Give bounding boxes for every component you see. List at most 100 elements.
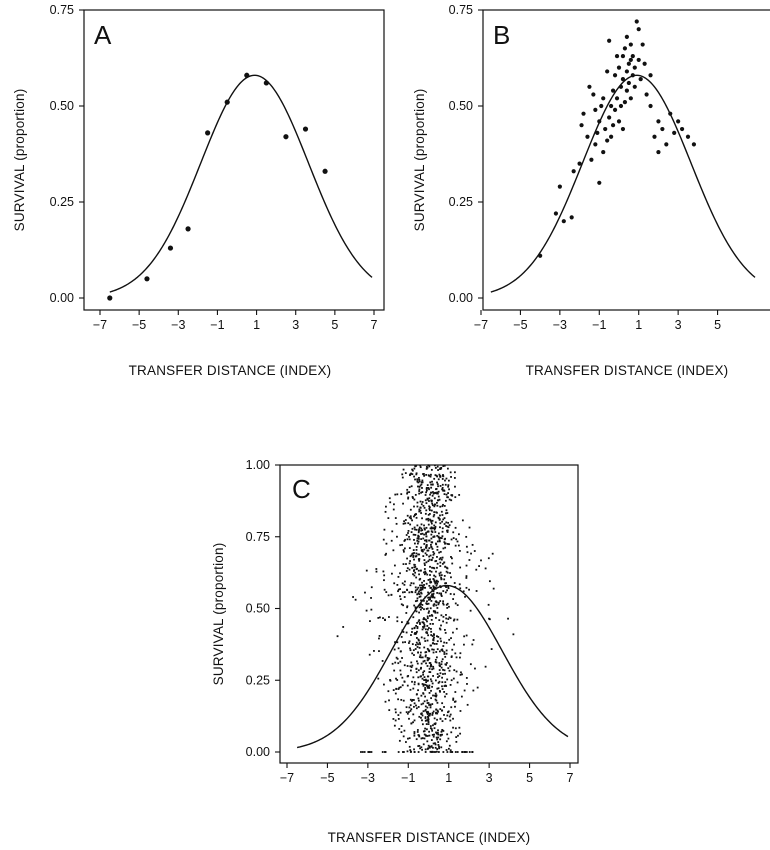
data-point [384, 700, 387, 703]
data-point [413, 627, 416, 630]
data-point [634, 19, 639, 24]
data-point [424, 640, 427, 642]
data-point [438, 745, 440, 748]
data-point [445, 603, 448, 606]
data-point [436, 475, 439, 478]
data-point [454, 485, 456, 488]
data-point [445, 525, 447, 527]
data-point [439, 536, 442, 539]
data-point [408, 547, 411, 549]
data-point [429, 727, 432, 730]
fitted-curve [109, 74, 373, 293]
data-point [446, 602, 449, 605]
data-point [425, 533, 427, 535]
data-point [433, 596, 436, 599]
data-point [419, 484, 422, 487]
data-point [382, 570, 385, 573]
data-point [422, 537, 425, 540]
data-point [422, 673, 425, 676]
data-point [607, 115, 612, 120]
data-point [421, 487, 423, 489]
data-point [442, 615, 445, 618]
data-point [484, 567, 487, 570]
y-tick-label: 0.50 [50, 99, 74, 113]
data-point [443, 653, 446, 655]
data-point [425, 618, 427, 621]
data-point [404, 641, 406, 644]
data-point [423, 737, 426, 740]
data-point [432, 551, 435, 553]
data-point [405, 631, 408, 634]
data-point [420, 512, 422, 514]
data-point [417, 643, 419, 646]
data-point [443, 505, 446, 507]
data-point [436, 607, 439, 609]
x-tick-label: 1 [445, 771, 452, 785]
data-point [365, 609, 368, 612]
data-point [430, 468, 433, 471]
data-point [449, 593, 452, 595]
data-point [444, 663, 447, 666]
data-point [439, 561, 442, 564]
data-point [441, 535, 444, 538]
data-point [436, 491, 439, 494]
data-point [436, 481, 438, 484]
data-point [369, 620, 371, 623]
y-tick-label: 0.25 [246, 673, 270, 687]
data-point [431, 541, 434, 544]
data-point [418, 621, 421, 624]
data-point [412, 721, 414, 724]
data-point [427, 519, 430, 522]
data-point [434, 660, 437, 663]
data-point [416, 501, 419, 504]
data-point [395, 522, 398, 525]
data-point [447, 485, 450, 488]
data-point [422, 505, 425, 507]
data-point [454, 586, 457, 588]
data-point [413, 566, 416, 569]
data-point [407, 522, 410, 525]
data-point [419, 608, 422, 611]
panel-a-letter: A [94, 20, 112, 50]
data-point [406, 488, 409, 491]
data-point [423, 571, 425, 574]
data-point [418, 646, 421, 649]
data-point [428, 465, 431, 468]
data-point [451, 557, 453, 560]
data-point [448, 524, 451, 527]
data-point [436, 555, 438, 558]
data-point [447, 747, 450, 750]
data-point [435, 570, 437, 573]
data-point [414, 555, 417, 558]
data-point [451, 751, 454, 753]
data-point [628, 57, 633, 63]
data-point [438, 572, 441, 575]
data-point [411, 643, 414, 646]
data-point [404, 472, 407, 474]
data-point [587, 84, 592, 89]
data-point [612, 73, 618, 78]
data-point [430, 663, 432, 666]
data-point [427, 523, 430, 526]
data-point [418, 619, 421, 622]
data-point [402, 550, 405, 553]
data-point [415, 624, 418, 627]
data-point [244, 72, 250, 78]
data-point [434, 742, 436, 745]
data-point [402, 631, 405, 633]
data-point [413, 681, 416, 683]
data-point [424, 494, 427, 496]
panel-a-plot-frame [83, 9, 385, 311]
data-point [632, 65, 637, 70]
data-point [397, 647, 400, 650]
data-point [642, 61, 647, 66]
data-point [425, 561, 428, 564]
data-point [437, 751, 440, 753]
data-point [420, 603, 422, 605]
data-point [439, 717, 442, 720]
data-point [408, 491, 411, 494]
x-tick-label: −5 [320, 771, 334, 785]
data-point [431, 729, 434, 732]
data-point [656, 119, 661, 124]
data-point [390, 539, 393, 542]
